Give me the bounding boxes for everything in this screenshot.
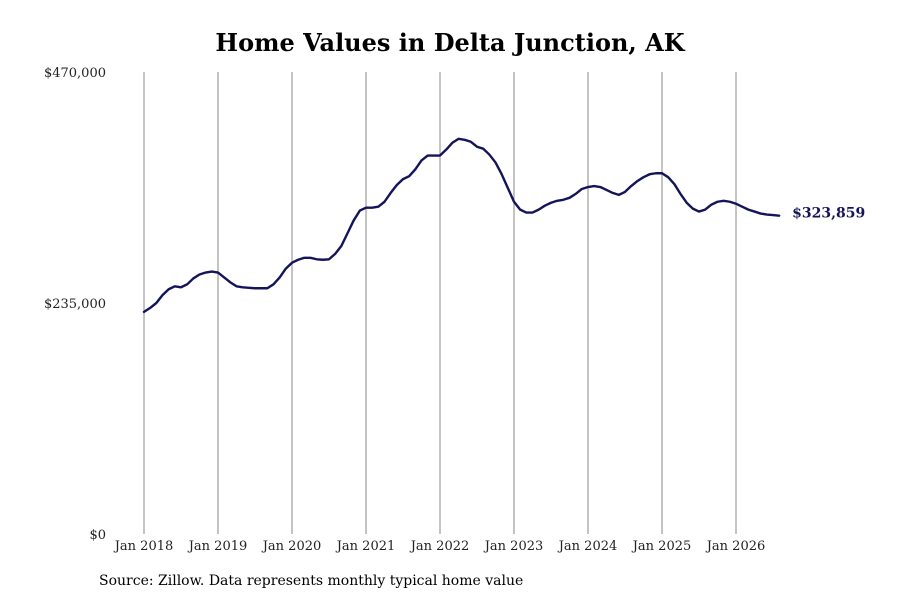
x-tick-label: Jan 2019 xyxy=(187,539,248,554)
y-tick-label: $235,000 xyxy=(44,297,106,312)
y-axis-ticks: $0 $235,000 $470,000 xyxy=(44,66,106,543)
latest-value-label: $323,859 xyxy=(792,206,865,222)
y-tick-label: $0 xyxy=(89,528,106,543)
x-axis-ticks: Jan 2018 Jan 2019 Jan 2020 Jan 2021 Jan 2022… xyxy=(113,539,766,554)
home-value-line xyxy=(142,137,781,314)
x-tick-label: Jan 2020 xyxy=(261,539,322,554)
x-tick-label: Jan 2024 xyxy=(557,539,618,554)
gridlines xyxy=(143,72,737,534)
x-tick-label: Jan 2021 xyxy=(335,539,396,554)
source-note: Source: Zillow. Data represents monthly … xyxy=(99,573,524,589)
x-tick-label: Jan 2026 xyxy=(705,539,766,554)
x-tick-label: Jan 2018 xyxy=(113,539,174,554)
x-tick-label: Jan 2025 xyxy=(631,539,692,554)
chart-title: Home Values in Delta Junction, AK xyxy=(215,28,685,57)
x-tick-label: Jan 2023 xyxy=(483,539,544,554)
y-tick-label: $470,000 xyxy=(44,66,106,81)
x-tick-label: Jan 2022 xyxy=(409,539,470,554)
